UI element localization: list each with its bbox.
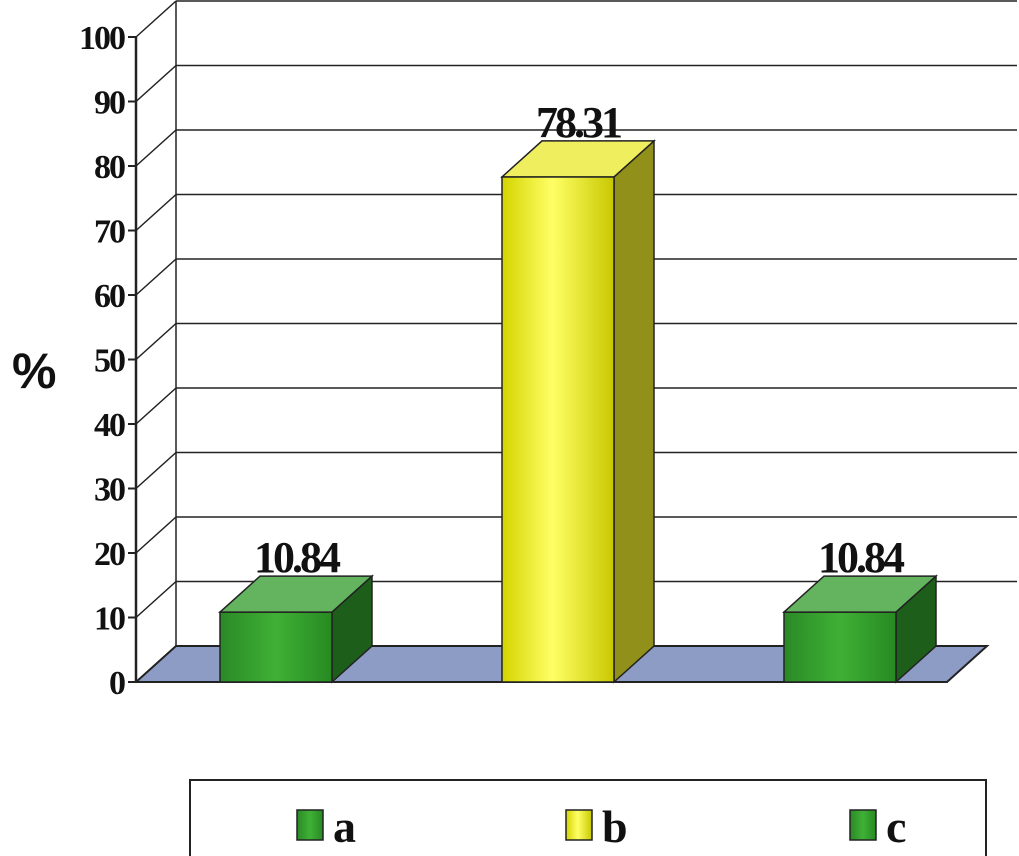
data-label-c: 10.84 bbox=[818, 533, 905, 582]
y-tick-label: 30 bbox=[94, 472, 125, 509]
bar-front bbox=[501, 176, 615, 683]
y-tick-label: 50 bbox=[94, 343, 125, 380]
bar-front bbox=[783, 611, 897, 683]
data-label-b: 78.31 bbox=[536, 98, 621, 147]
data-label-a: 10.84 bbox=[254, 533, 341, 582]
data-labels: 10.84 78.31 10.84 bbox=[254, 98, 908, 582]
bar-top bbox=[218, 575, 374, 613]
gridline-side bbox=[135, 580, 177, 619]
bar-b bbox=[500, 139, 656, 684]
bar-front bbox=[219, 611, 333, 683]
gridline-side bbox=[135, 451, 177, 490]
y-tick-label: 0 bbox=[109, 665, 125, 702]
gridline-side bbox=[135, 64, 177, 103]
bars bbox=[218, 139, 938, 684]
bar-c bbox=[782, 574, 938, 684]
axes: 0 10 20 30 40 50 60 70 80 90 100 bbox=[79, 0, 1017, 702]
gridline-side bbox=[135, 387, 177, 425]
gridline-side bbox=[135, 258, 177, 296]
bar-side bbox=[613, 139, 655, 684]
legend: a b c bbox=[189, 779, 987, 856]
gridline-side bbox=[135, 322, 177, 361]
gridline-side bbox=[135, 193, 177, 232]
legend-label-b: b bbox=[602, 801, 628, 852]
bar-top bbox=[500, 140, 656, 178]
legend-swatch-c bbox=[849, 809, 877, 841]
legend-label-a: a bbox=[333, 801, 356, 852]
gridline-side bbox=[135, 129, 177, 167]
y-tick-label: 10 bbox=[94, 601, 125, 638]
y-axis-label: % bbox=[12, 343, 56, 399]
y-tick-label: 100 bbox=[79, 20, 125, 57]
gridline-side bbox=[135, 516, 177, 554]
legend-swatch-a bbox=[296, 809, 324, 841]
legend-label-c: c bbox=[886, 801, 906, 852]
y-tick-label: 80 bbox=[94, 149, 125, 186]
y-tick-label: 70 bbox=[94, 214, 125, 251]
legend-swatch-b bbox=[565, 809, 593, 841]
bar-top bbox=[782, 575, 938, 613]
y-tick-label: 90 bbox=[94, 85, 125, 122]
y-tick-label: 20 bbox=[94, 536, 125, 573]
gridline-side bbox=[135, 0, 177, 38]
bar-a bbox=[218, 574, 374, 684]
y-tick-label: 60 bbox=[94, 278, 125, 315]
y-tick-label: 40 bbox=[94, 407, 125, 444]
